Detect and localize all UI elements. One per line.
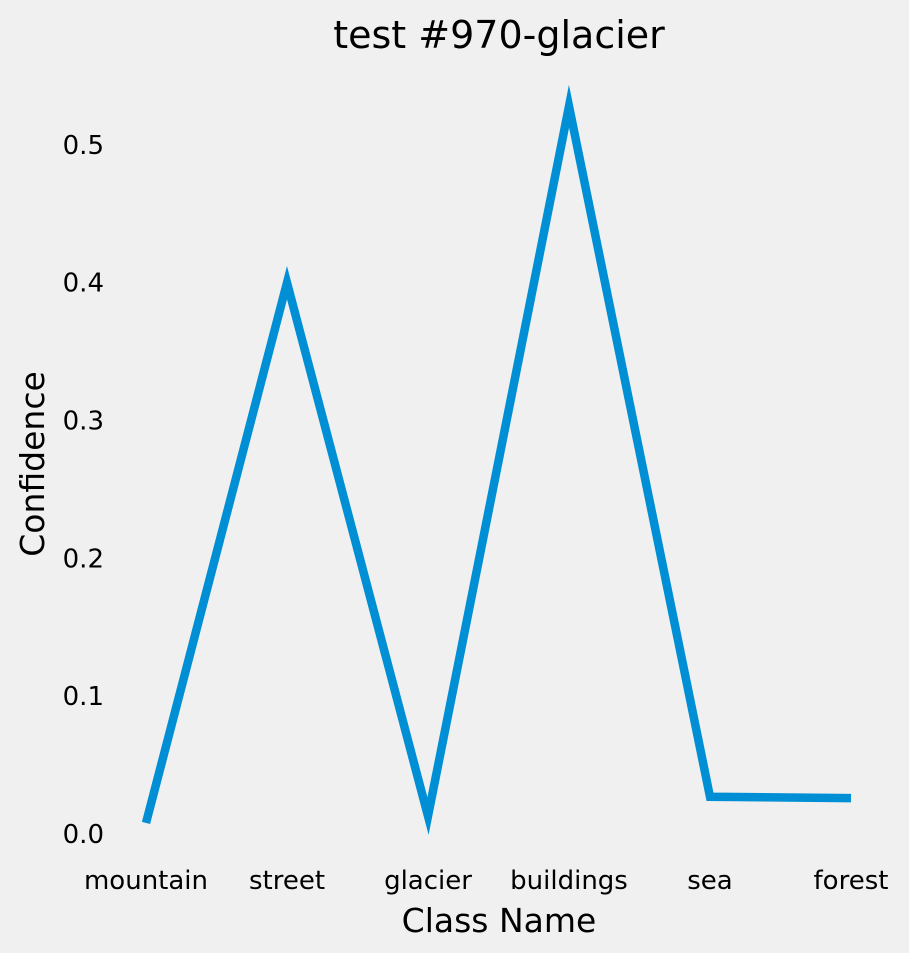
y-tick-label: 0.5	[63, 131, 104, 161]
chart-title: test #970-glacier	[333, 13, 665, 57]
x-tick-labels: mountain street glacier buildings sea forest	[84, 866, 888, 896]
series-layer	[141, 84, 852, 835]
y-axis-label: Confidence	[13, 371, 52, 557]
x-tick-label: sea	[687, 866, 732, 896]
y-tick-label: 0.0	[63, 820, 104, 850]
y-tick-label: 0.3	[63, 407, 104, 437]
x-tick-label: street	[249, 866, 325, 896]
x-tick-label: buildings	[510, 866, 628, 896]
x-axis-label: Class Name	[402, 901, 597, 940]
series-line	[141, 84, 852, 835]
y-tick-label: 0.1	[63, 682, 104, 712]
y-tick-labels: 0.0 0.1 0.2 0.3 0.4 0.5	[63, 131, 104, 850]
x-tick-label: glacier	[384, 866, 472, 896]
y-tick-label: 0.4	[63, 269, 104, 299]
x-tick-label: forest	[814, 866, 889, 896]
x-tick-label: mountain	[84, 866, 208, 896]
y-tick-label: 0.2	[63, 544, 104, 574]
